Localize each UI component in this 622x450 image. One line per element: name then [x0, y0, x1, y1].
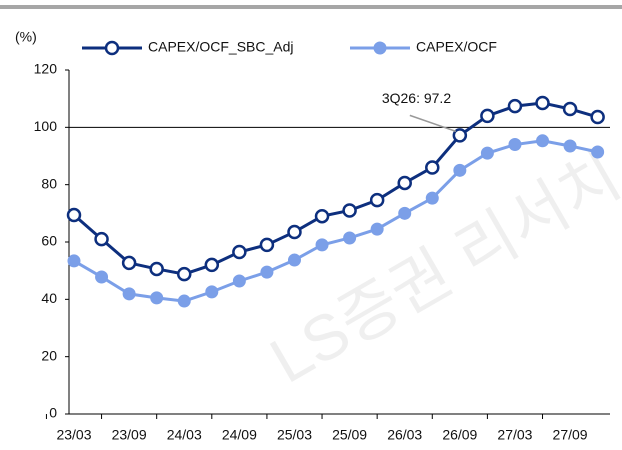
data-point	[122, 287, 136, 301]
data-point	[591, 145, 605, 159]
data-point	[507, 98, 523, 114]
data-point	[177, 294, 191, 308]
data-point	[535, 95, 550, 111]
data-point	[232, 244, 247, 260]
x-tick-label: 23/09	[112, 427, 147, 443]
legend-marker	[373, 41, 387, 55]
data-point	[453, 163, 467, 177]
x-tick-label: 27/09	[553, 427, 588, 443]
data-point	[204, 257, 220, 273]
x-tick-label: 24/03	[167, 427, 202, 443]
data-point	[121, 255, 137, 271]
y-tick-label: 0	[49, 405, 57, 421]
data-point	[508, 138, 522, 152]
data-point	[480, 146, 494, 160]
x-tick-label: 26/09	[442, 427, 477, 443]
data-point	[259, 237, 275, 253]
y-tick-label: 60	[41, 233, 57, 249]
data-point	[562, 101, 578, 117]
data-point	[563, 139, 577, 153]
x-tick-label: 24/09	[222, 427, 257, 443]
x-tick-label: 25/09	[332, 427, 367, 443]
data-point	[205, 285, 219, 299]
y-tick-label: 100	[34, 118, 58, 134]
data-point	[314, 208, 330, 224]
data-point	[95, 270, 109, 284]
data-point	[369, 192, 385, 208]
data-point	[94, 231, 109, 247]
top-border	[0, 5, 622, 9]
data-point	[232, 274, 246, 288]
annotation-leader	[409, 114, 457, 133]
data-point	[370, 222, 384, 236]
data-point	[590, 109, 605, 125]
x-tick-label: 27/03	[497, 427, 532, 443]
data-point	[397, 175, 412, 191]
data-point	[176, 266, 192, 282]
annotation: 3Q26: 97.2	[382, 90, 451, 106]
data-point	[66, 207, 82, 223]
data-point	[480, 108, 495, 124]
data-point	[287, 224, 302, 240]
data-point	[343, 231, 357, 245]
data-point	[425, 191, 439, 205]
data-point	[342, 203, 357, 218]
y-unit-label: (%)	[15, 29, 37, 45]
data-point	[425, 160, 440, 175]
y-tick-label: 80	[41, 175, 57, 191]
y-tick-label: 40	[41, 290, 57, 306]
data-point	[149, 261, 164, 277]
x-tick-label: 23/03	[56, 427, 91, 443]
data-point	[536, 134, 550, 148]
legend-label: CAPEX/OCF	[416, 39, 497, 55]
x-tick-label: 25/03	[277, 427, 312, 443]
data-point	[287, 253, 301, 267]
data-point	[260, 265, 274, 279]
data-point	[67, 254, 81, 268]
legend-label: CAPEX/OCF_SBC_Adj	[148, 39, 294, 55]
x-tick-label: 26/03	[387, 427, 422, 443]
y-tick-label: 120	[34, 61, 58, 77]
data-point	[452, 128, 468, 143]
data-point	[150, 291, 164, 305]
legend-marker	[104, 40, 120, 56]
data-point	[398, 206, 412, 220]
watermark: LS증권 리서치	[258, 139, 622, 397]
data-point	[315, 238, 329, 252]
y-tick-label: 20	[41, 347, 57, 363]
